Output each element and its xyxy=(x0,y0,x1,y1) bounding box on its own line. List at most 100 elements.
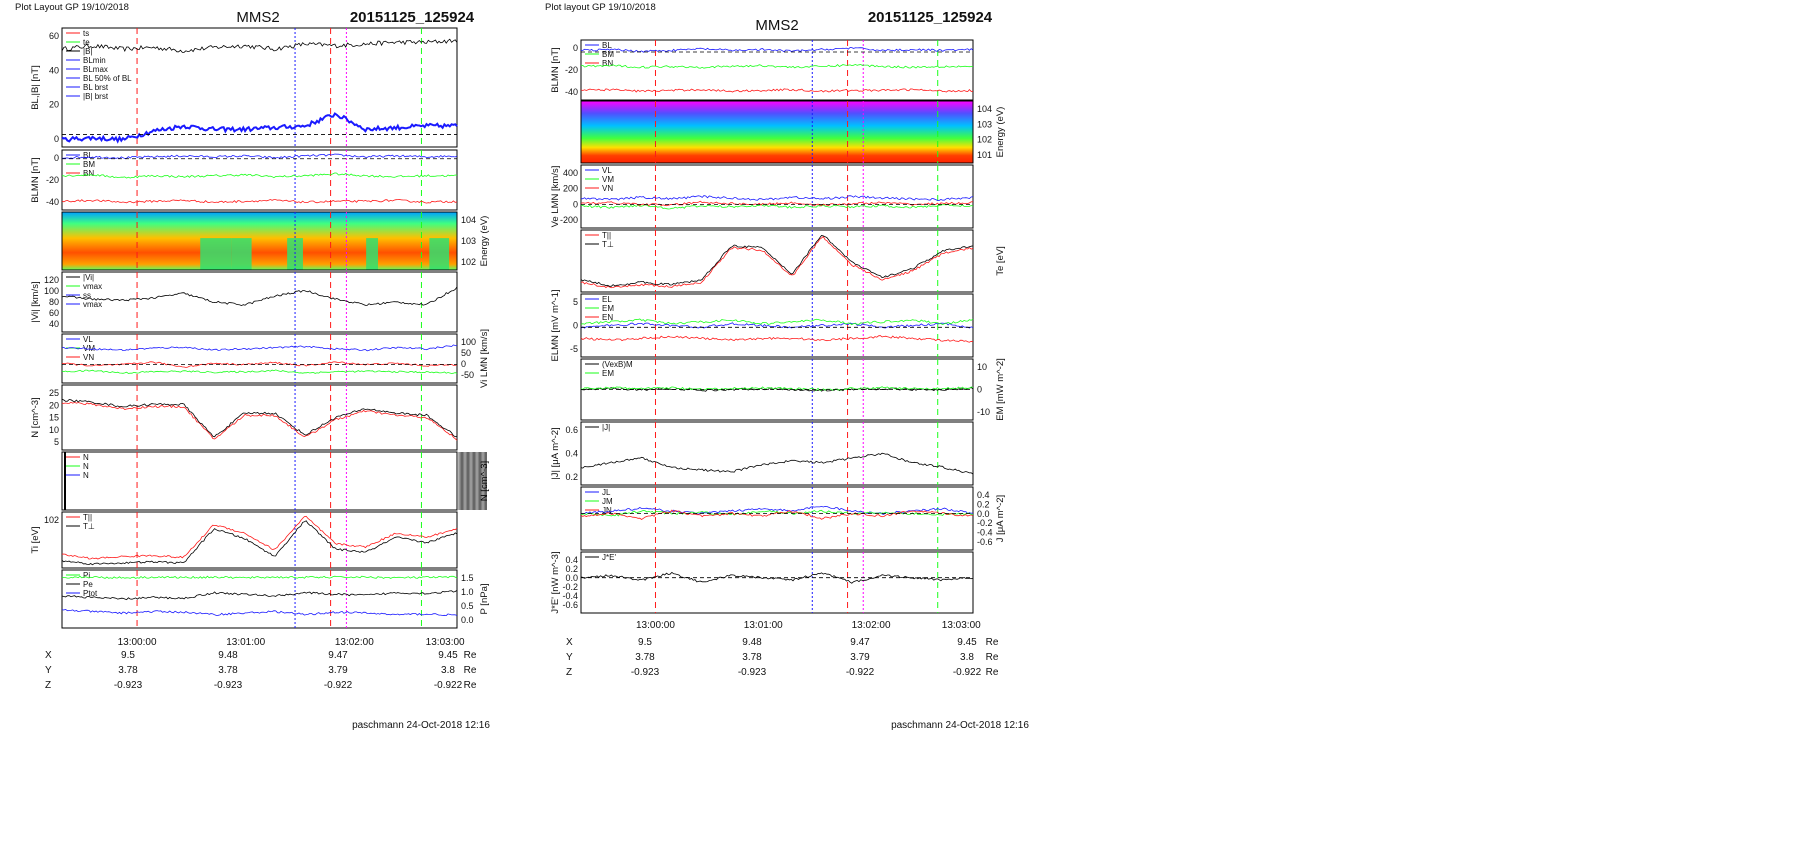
series-line-JN xyxy=(580,509,974,520)
ephemeris-row-label: X xyxy=(566,637,573,648)
legend-entry: EN xyxy=(602,313,613,322)
legend-entry: T|| xyxy=(83,513,92,522)
series-line-BN xyxy=(580,88,974,93)
y-tick-label: -5 xyxy=(570,344,578,354)
spectrogram-band xyxy=(429,238,450,270)
panel-frame xyxy=(61,569,458,629)
spectrogram xyxy=(62,212,457,270)
y-tick-label: 60 xyxy=(49,308,59,318)
panel-frame xyxy=(580,293,974,358)
y-tick-label: 102 xyxy=(461,257,476,267)
series-line-EM xyxy=(580,386,974,391)
y-axis-label: EM [mW m^-2] xyxy=(995,358,1006,421)
legend-entry: EL xyxy=(602,295,612,304)
y-tick-label: 101 xyxy=(977,150,992,160)
y-tick-label: 100 xyxy=(44,286,59,296)
ephemeris-value: 9.5 xyxy=(638,637,652,648)
y-tick-label: 0.2 xyxy=(565,472,578,482)
spectrogram-band xyxy=(200,238,232,270)
y-tick-label: 103 xyxy=(977,119,992,129)
legend-entry: JM xyxy=(602,497,613,506)
ephemeris-row-label: Y xyxy=(45,665,52,676)
y-tick-label: 5 xyxy=(573,297,578,307)
y-tick-label: 0.4 xyxy=(977,490,990,500)
legend-entry: VL xyxy=(602,166,612,175)
series-line-VN xyxy=(580,200,974,207)
legend-entry: vmax xyxy=(83,300,102,309)
spectrogram-band xyxy=(366,238,378,270)
series-line-JL xyxy=(580,505,974,515)
legend-entry: BM xyxy=(83,160,95,169)
y-axis-label: Energy (eV) xyxy=(995,107,1006,158)
ephemeris-value: -0.923 xyxy=(738,667,767,678)
ephemeris-left: X 9.5 9.48 9.47 9.45 Re Y 3.78 3.78 3.79 3.8 Re Z -0.… xyxy=(45,650,477,691)
panel-frame xyxy=(580,100,974,164)
panel-jdote: 0.40.20.0-0.2-0.4-0.6J*E' [nW m^-3] J*E' xyxy=(550,551,974,614)
y-tick-label: 200 xyxy=(563,184,578,194)
ephemeris-value: 9.48 xyxy=(218,650,238,661)
series-line-Pe xyxy=(61,590,458,601)
y-tick-label: 60 xyxy=(49,31,59,41)
y-tick-label: 25 xyxy=(49,388,59,398)
time-tick-label: 13:01:00 xyxy=(744,620,783,631)
legend-entry: BL brst xyxy=(83,83,109,92)
time-axis-left: 13:00:00 13:01:00 13:02:00 13:03:00 xyxy=(118,637,465,648)
ephemeris-value: -0.922 xyxy=(953,667,982,678)
ephemeris-row-label: Z xyxy=(566,667,572,678)
y-axis-label: BL,|B| [nT] xyxy=(30,65,41,110)
ephemeris-value: 9.45 xyxy=(438,650,458,661)
series-line-Ptot xyxy=(61,608,458,617)
ephemeris-row-label: Z xyxy=(45,680,51,691)
panel-n: 25 20 15 10 5 N [cm^-3] xyxy=(30,384,458,451)
panel-frame xyxy=(61,451,458,511)
y-tick-label: 103 xyxy=(461,236,476,246)
ephemeris-value: -0.922 xyxy=(434,680,463,691)
y-tick-label: 0 xyxy=(573,43,578,53)
panel-frame xyxy=(61,384,458,451)
series-line-VM xyxy=(580,203,974,210)
panel-frame xyxy=(61,271,458,333)
time-axis-right: 13:00:00 13:01:00 13:02:00 13:03:00 xyxy=(636,620,981,631)
legend-entry: ss xyxy=(83,291,91,300)
footer-credit: paschmann 24-Oct-2018 12:16 xyxy=(352,720,490,731)
y-tick-label: 0 xyxy=(977,385,982,395)
y-tick-label: -20 xyxy=(565,65,578,75)
ephemeris-value: 3.8 xyxy=(960,652,974,663)
y-axis-label: N [cm^-3] xyxy=(30,397,41,437)
series-line-|B| xyxy=(61,38,458,53)
y-axis-label: BLMN [nT] xyxy=(550,47,561,92)
y-tick-label: -40 xyxy=(46,197,59,207)
spacecraft-title: MMS2 xyxy=(755,17,798,34)
legend-entry: VN xyxy=(83,353,94,362)
y-tick-label: 0 xyxy=(54,134,59,144)
legend-entry: te xyxy=(83,38,90,47)
ephemeris-value: 9.47 xyxy=(850,637,870,648)
y-tick-label: 102 xyxy=(44,515,59,525)
legend-entry: VM xyxy=(602,175,614,184)
series-line-JM xyxy=(580,509,974,517)
ephemeris-value: -0.923 xyxy=(631,667,660,678)
legend-entry: BL xyxy=(83,151,93,160)
figure-right: Plot layout GP 19/10/2018 MMS2 20151125_12… xyxy=(545,2,1029,731)
series-line-BL xyxy=(61,153,458,159)
legend-entry: EM xyxy=(602,369,614,378)
time-tick-label: 13:02:00 xyxy=(852,620,891,631)
legend-entry: BN xyxy=(602,59,613,68)
y-tick-label: 0.5 xyxy=(461,601,474,611)
legend-entry: VM xyxy=(83,344,95,353)
y-tick-label: 0.4 xyxy=(565,555,578,565)
y-tick-label: 0 xyxy=(573,199,578,209)
ephemeris-row-label: Y xyxy=(566,652,573,663)
series-line-|Vi| xyxy=(61,286,458,307)
y-tick-label: 0 xyxy=(573,321,578,331)
ephemeris-value: 9.45 xyxy=(957,637,977,648)
y-tick-label: 20 xyxy=(49,400,59,410)
panel-frame xyxy=(61,511,458,569)
ephemeris-value: 3.78 xyxy=(742,652,762,663)
series-line-Ni xyxy=(61,401,458,441)
ephemeris-value: 3.8 xyxy=(441,665,455,676)
series-line-T⊥ xyxy=(61,520,458,566)
time-tick-label: 13:00:00 xyxy=(636,620,675,631)
y-tick-label: 0 xyxy=(461,359,466,369)
